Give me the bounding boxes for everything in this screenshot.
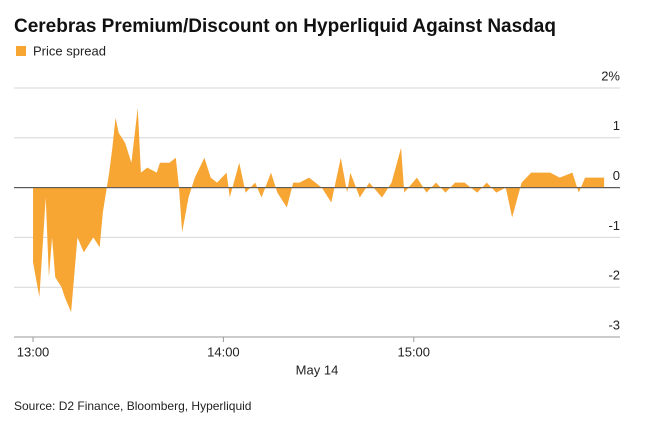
y-tick-label: 2%	[601, 68, 620, 83]
area	[33, 107, 605, 313]
y-tick-label: 0	[613, 168, 620, 183]
x-tick-label: 13:00	[17, 344, 50, 359]
y-tick-label: -2	[608, 268, 620, 283]
x-tick-label: 14:00	[207, 344, 240, 359]
legend-swatch	[16, 46, 26, 56]
chart-title: Cerebras Premium/Discount on Hyperliquid…	[14, 16, 556, 37]
y-tick-label: -3	[608, 317, 620, 332]
legend-label: Price spread	[33, 43, 106, 58]
y-tick-label: 1	[613, 118, 620, 133]
x-tick-label: 15:00	[397, 344, 430, 359]
source: Source: D2 Finance, Bloomberg, Hyperliqu…	[14, 399, 251, 413]
x-axis-label: May 14	[296, 362, 339, 377]
y-tick-label: -1	[608, 218, 620, 233]
